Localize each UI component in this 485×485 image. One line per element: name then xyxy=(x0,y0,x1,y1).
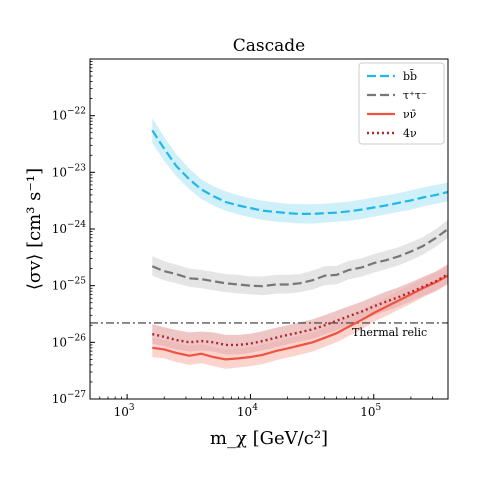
thermal-relic-label: Thermal relic xyxy=(352,326,427,339)
axis-ticks xyxy=(89,61,449,400)
chart-title: Cascade xyxy=(233,36,305,56)
line-series-2 xyxy=(152,274,449,361)
confidence-bands xyxy=(152,118,449,369)
band-series-3 xyxy=(152,264,449,355)
band-series-2 xyxy=(152,266,449,369)
band-series-1 xyxy=(152,219,449,296)
legend-label-0: bb̄ xyxy=(403,70,417,83)
x-tick-label-1: 104 xyxy=(237,403,258,419)
series-lines xyxy=(151,129,449,361)
x-tick-label-0: 103 xyxy=(114,403,135,419)
axis-tick-labels: 103 104 105 10−27 10−26 10−25 10−24 10−23 10−22 xyxy=(52,107,382,419)
legend: bb̄ τ⁺τ⁻ νν̄ 4ν xyxy=(358,62,445,145)
y-tick-label-2: 10−25 xyxy=(52,277,87,293)
band-series-0 xyxy=(152,118,449,224)
legend-box xyxy=(358,62,445,145)
line-series-0 xyxy=(151,129,449,215)
y-axis-label: ⟨σv⟩ [cm³ s⁻¹] xyxy=(24,168,45,290)
y-tick-label-4: 10−23 xyxy=(52,163,87,179)
y-tick-label-5: 10−22 xyxy=(52,107,86,123)
line-series-1 xyxy=(151,228,449,288)
x-axis-label: m_χ [GeV/c²] xyxy=(210,428,328,449)
legend-label-2: νν̄ xyxy=(403,108,417,121)
line-series-3 xyxy=(152,273,449,347)
legend-label-3: 4ν xyxy=(403,127,417,140)
y-tick-label-0: 10−27 xyxy=(52,390,87,406)
x-tick-label-2: 105 xyxy=(360,403,381,419)
y-tick-label-1: 10−26 xyxy=(52,333,87,349)
legend-label-1: τ⁺τ⁻ xyxy=(403,89,427,102)
y-tick-label-3: 10−24 xyxy=(52,220,87,236)
